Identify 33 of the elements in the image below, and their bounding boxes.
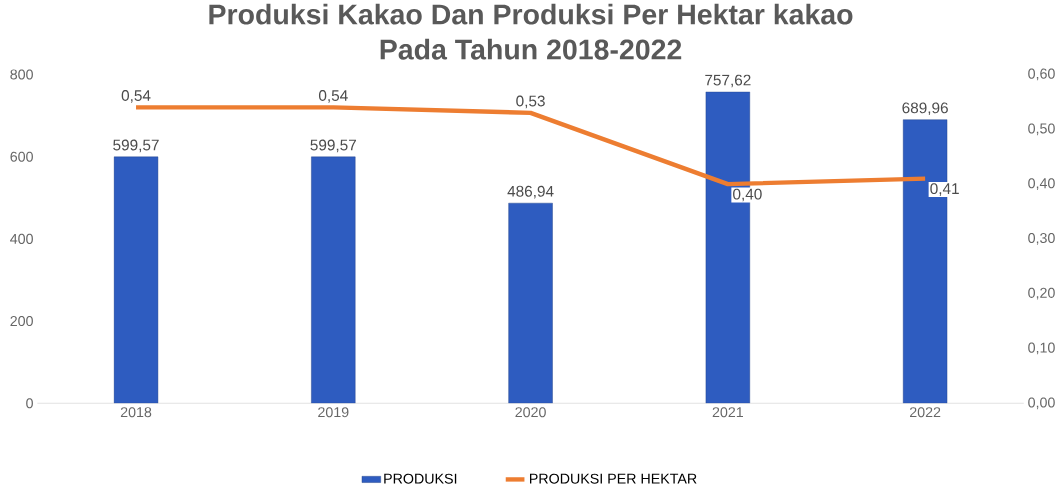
y2-tick-label: 0,00 (1028, 397, 1055, 410)
data-label: 0,54 (318, 90, 348, 103)
data-label: 0,54 (121, 90, 151, 103)
legend-label: PRODUKSI PER HEKTAR (530, 473, 697, 484)
legend-label: PRODUKSI (384, 473, 457, 484)
y-tick-label: 200 (10, 316, 33, 327)
bar (508, 203, 553, 404)
bar (311, 156, 356, 404)
data-label: 0,41 (930, 183, 959, 197)
x-tick-label: 2022 (910, 407, 941, 418)
y2-tick-label: 0,50 (1028, 123, 1055, 136)
bar (113, 156, 159, 404)
y2-tick-label: 0,30 (1028, 233, 1055, 245)
x-tick-label: 2020 (515, 407, 546, 418)
x-tick-label: 2018 (120, 407, 152, 418)
data-label: 0,53 (516, 95, 545, 109)
data-label: 0,40 (733, 188, 762, 202)
y2-tick-label: 0,20 (1028, 287, 1055, 300)
data-label: 757,62 (705, 74, 751, 88)
chart-title: Produksi Kakao Dan Produksi Per Hektar kakao Pada Tahun 2018-2022 (209, 3, 853, 60)
y-tick-label: 800 (10, 69, 33, 80)
y-tick-label: 400 (10, 234, 33, 245)
data-label: 689,96 (902, 102, 948, 116)
data-label: 599,57 (113, 139, 159, 153)
data-label: 599,57 (310, 139, 356, 153)
x-tick-label: 2021 (712, 407, 743, 418)
data-label: 486,94 (507, 186, 554, 199)
y2-tick-label: 0,40 (1028, 178, 1055, 191)
y2-tick-label: 0,60 (1028, 68, 1055, 81)
y-tick-label: 600 (10, 151, 33, 162)
y2-tick-label: 0,10 (1028, 342, 1055, 355)
y-tick-label: 0 (26, 398, 33, 409)
x-tick-label: 2019 (318, 407, 349, 418)
